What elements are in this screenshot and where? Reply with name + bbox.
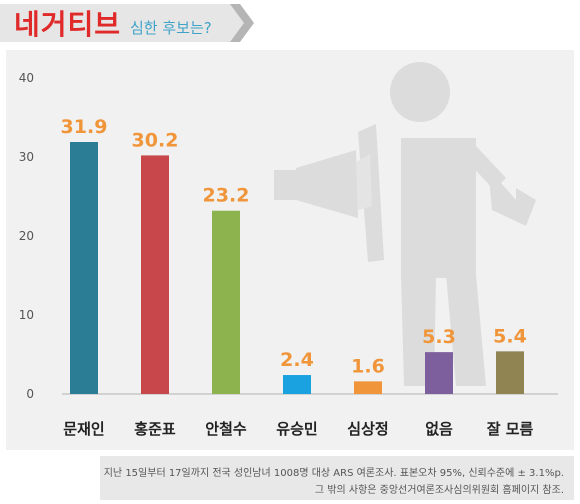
x-category-label: 잘 모름 (487, 420, 534, 438)
y-tick-label: 0 (26, 387, 34, 401)
x-category-label: 홍준표 (134, 420, 176, 438)
chart-panel: 0 10 20 30 40 31.9 문재인 30.2 홍준표 23.2 안철수 2.4 유승민 1.6… (6, 50, 574, 450)
source-note-line-2: 그 밖의 사항은 중앙선거여론조사심의위원회 홈페이지 참조. (314, 485, 564, 496)
bar (70, 141, 98, 394)
x-category-label: 문재인 (63, 420, 104, 438)
bar (354, 381, 382, 394)
bar (283, 375, 311, 394)
header-banner (0, 4, 254, 42)
bar-value-label: 5.4 (493, 325, 527, 347)
bar-chart: 0 10 20 30 40 31.9 문재인 30.2 홍준표 23.2 안철수 2.4 유승민 1.6… (19, 62, 558, 438)
bar-value-label: 31.9 (61, 116, 108, 138)
bar-value-label: 23.2 (203, 185, 250, 207)
y-tick-label: 10 (19, 308, 34, 322)
y-tick-label: 20 (19, 229, 34, 243)
bar (425, 352, 453, 394)
bar-value-label: 30.2 (132, 129, 179, 151)
x-category-label: 없음 (425, 420, 453, 438)
x-category-label: 안철수 (205, 420, 247, 438)
bar-value-label: 5.3 (422, 326, 456, 348)
source-note-line-1: 지난 15일부터 17일까지 전국 성인남녀 1008명 대상 ARS 여론조사… (103, 468, 564, 479)
y-tick-label: 40 (19, 71, 34, 85)
bar (496, 351, 524, 394)
x-category-label: 유승민 (276, 420, 317, 438)
x-category-label: 심상정 (347, 420, 388, 438)
bar-value-label: 2.4 (280, 349, 314, 371)
page-subtitle: 심한 후보는? (130, 19, 212, 37)
bar (141, 155, 169, 394)
decorative-figure (274, 62, 536, 386)
page-title: 네거티브 (14, 8, 122, 41)
bar-value-label: 1.6 (351, 355, 385, 377)
bar (212, 210, 240, 394)
source-note: 지난 15일부터 17일까지 전국 성인남녀 1008명 대상 ARS 여론조사… (100, 456, 574, 500)
y-tick-label: 30 (19, 150, 34, 164)
